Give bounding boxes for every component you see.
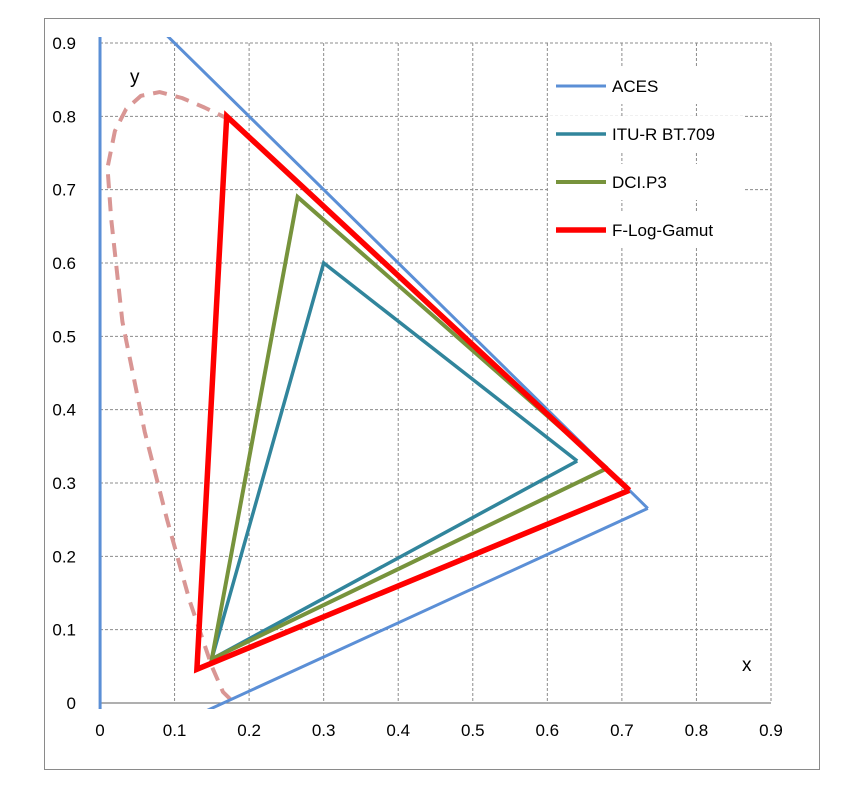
x-tick-label: 0.7 xyxy=(610,721,634,740)
tick-labels: 0 0.1 0.2 0.3 0.4 0.5 0.6 0.7 0.8 0.9 0 0.1 0.2 0.3 0.… xyxy=(52,34,782,740)
legend-label-aces: ACES xyxy=(612,77,658,96)
x-tick-label: 0.4 xyxy=(386,721,410,740)
series-aces xyxy=(98,37,649,709)
x-axis-label: x xyxy=(742,655,752,676)
x-tick-label: 0.9 xyxy=(759,721,783,740)
legend-label-itu-r-bt-709: ITU-R BT.709 xyxy=(612,125,715,144)
legend-label-dci-p3: DCI.P3 xyxy=(612,173,667,192)
series-dci-p3 xyxy=(209,193,609,663)
series-f-log-gamut xyxy=(193,110,632,674)
y-tick-label: 0.7 xyxy=(52,181,76,200)
x-tick-label: 0.2 xyxy=(237,721,261,740)
series-itu-r-bt-709 xyxy=(208,260,579,663)
y-tick-label: 0.8 xyxy=(52,107,76,126)
y-tick-label: 0.4 xyxy=(52,401,76,420)
legend-label-f-log-gamut: F-Log-Gamut xyxy=(612,221,713,240)
x-tick-label: 0.6 xyxy=(536,721,560,740)
x-tick-label: 0.8 xyxy=(685,721,709,740)
y-tick-label: 0.3 xyxy=(52,474,76,493)
y-tick-label: 0.6 xyxy=(52,254,76,273)
y-tick-label: 0.5 xyxy=(52,327,76,346)
x-tick-label: 0 xyxy=(95,721,104,740)
series-lines xyxy=(98,37,649,709)
x-tick-label: 0.3 xyxy=(312,721,336,740)
y-tick-label: 0.1 xyxy=(52,621,76,640)
y-axis-label: y xyxy=(130,67,140,88)
y-tick-label: 0.9 xyxy=(52,34,76,53)
x-tick-label: 0.5 xyxy=(461,721,485,740)
y-tick-label: 0 xyxy=(67,694,76,713)
legend: ACES ITU-R BT.709 DCI.P3 F-Log-Gamut xyxy=(550,68,745,248)
y-tick-label: 0.2 xyxy=(52,547,76,566)
x-tick-label: 0.1 xyxy=(163,721,187,740)
